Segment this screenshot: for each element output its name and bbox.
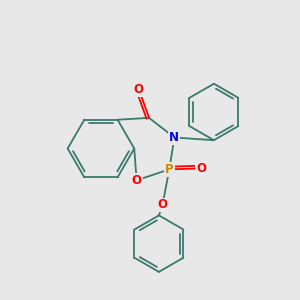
Text: N: N (169, 131, 179, 144)
Text: O: O (134, 82, 144, 96)
Text: P: P (165, 163, 174, 176)
Text: O: O (158, 199, 167, 212)
Text: O: O (196, 162, 206, 175)
Text: O: O (132, 174, 142, 187)
